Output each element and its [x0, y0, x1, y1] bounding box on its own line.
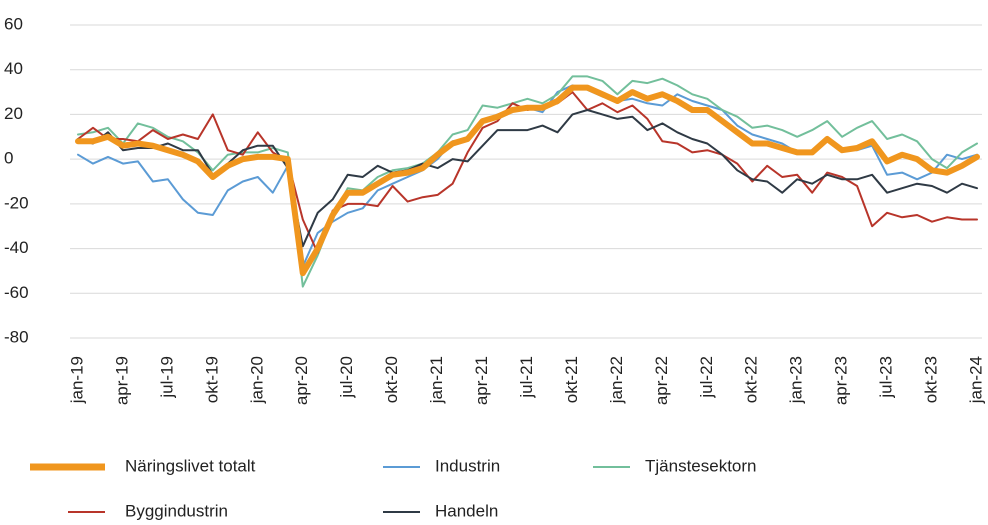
x-tick-label: jul-21 [517, 356, 536, 399]
series-line [77, 91, 978, 254]
legend-label: Näringslivet totalt [125, 456, 256, 475]
legend-label: Handeln [435, 501, 498, 520]
x-tick-label: jan-22 [607, 356, 626, 404]
y-tick-label: 20 [4, 104, 23, 123]
x-tick-label: apr-19 [112, 356, 131, 405]
y-tick-label: 60 [4, 14, 23, 33]
x-tick-label: jan-19 [67, 356, 86, 404]
x-tick-label: jul-20 [337, 356, 356, 399]
x-tick-label: apr-23 [832, 356, 851, 405]
x-tick-label: apr-22 [652, 356, 671, 405]
y-tick-label: -80 [4, 327, 29, 346]
x-tick-label: apr-21 [472, 356, 491, 405]
x-tick-label: jan-20 [247, 356, 266, 404]
x-tick-label: jan-24 [966, 356, 985, 404]
x-tick-label: jul-19 [157, 356, 176, 399]
y-tick-label: -20 [4, 193, 29, 212]
series-line [77, 75, 978, 288]
x-tick-label: jan-23 [787, 356, 806, 404]
legend-label: Industrin [435, 456, 500, 475]
y-tick-label: 0 [4, 149, 13, 168]
y-tick-label: -40 [4, 238, 29, 257]
x-tick-label: jan-21 [427, 356, 446, 404]
x-tick-label: okt-20 [382, 356, 401, 403]
y-tick-label: -60 [4, 283, 29, 302]
x-tick-label: okt-19 [202, 356, 221, 403]
y-tick-label: 40 [4, 59, 23, 78]
x-tick-label: okt-23 [922, 356, 941, 403]
x-tick-label: jul-23 [877, 356, 896, 399]
legend-label: Byggindustrin [125, 501, 228, 520]
x-tick-label: apr-20 [292, 356, 311, 405]
x-tick-label: okt-22 [742, 356, 761, 403]
x-tick-label: jul-22 [697, 356, 716, 399]
legend-label: Tjänstesektorn [645, 456, 757, 475]
series-line [75, 84, 980, 277]
x-tick-label: okt-21 [562, 356, 581, 403]
